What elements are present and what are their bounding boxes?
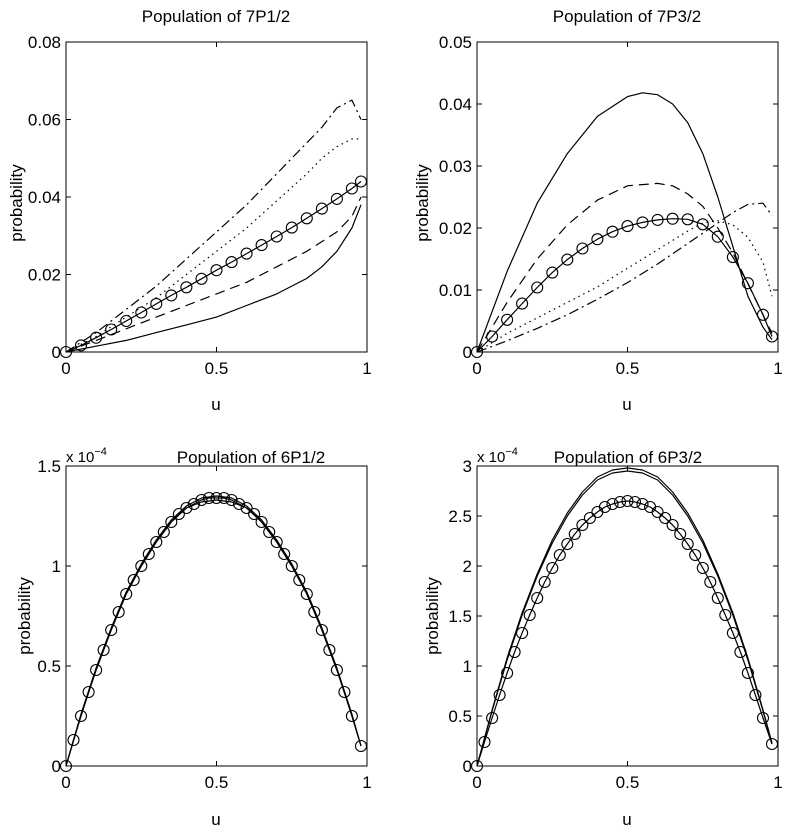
- panel-6p12-xtick-label: 0: [61, 773, 70, 792]
- figure: Population of 7P1/2 probability u 0 0.5 1 0…: [0, 0, 789, 830]
- panel-6p12: x 10−4 Population of 6P1/2 probability u…: [15, 446, 372, 829]
- panel-6p32-multiplier: x 10−4: [477, 446, 518, 466]
- panel-6p32-ytick-label: 3: [463, 457, 472, 476]
- panel-7p32-series-solid: [477, 93, 772, 352]
- panel-7p12-xtick-label: 0: [61, 359, 70, 378]
- panel-6p32-ytick-label: 2.5: [448, 507, 472, 526]
- panel-6p12-ytick-label: 1.5: [37, 457, 61, 476]
- panel-6p12-ylabel: probability: [15, 577, 34, 655]
- panel-6p12-multiplier: x 10−4: [66, 446, 107, 466]
- panel-7p12-ylabel: probability: [7, 164, 26, 242]
- panel-7p32-ytick-label: 0.02: [439, 219, 472, 238]
- panel-6p32-series-solid-b: [477, 468, 772, 766]
- panel-7p12-xtick-label: 1: [362, 359, 371, 378]
- panel-7p32: Population of 7P3/2 probability u 0 0.5 1 0…: [413, 7, 783, 414]
- panel-7p32-ytick-label: 0.05: [439, 33, 472, 52]
- panel-6p32-ytick-label: 1: [463, 657, 472, 676]
- panel-6p32-series-solid-a: [477, 471, 772, 766]
- panel-7p32-xtick-label: 0: [472, 359, 481, 378]
- panel-7p32-xtick-label: 0.5: [616, 359, 640, 378]
- panel-7p12-xlabel: u: [211, 395, 220, 414]
- panel-6p12-ytick-label: 0.5: [37, 657, 61, 676]
- panel-6p12-xtick-label: 1: [362, 773, 371, 792]
- panel-6p12-title: Population of 6P1/2: [177, 448, 325, 467]
- panel-7p12-ytick-label: 0: [52, 343, 61, 362]
- panel-7p32-series-dashed: [477, 183, 772, 352]
- panel-7p12-frame: [66, 42, 367, 352]
- panel-6p12-xlabel: u: [211, 810, 220, 829]
- panel-7p32-ytick-label: 0.03: [439, 157, 472, 176]
- panel-7p32-frame: [477, 42, 778, 352]
- panel-7p32-xtick-label: 1: [773, 359, 782, 378]
- panel-7p12-ytick-label: 0.04: [28, 188, 61, 207]
- panel-7p32-xlabel: u: [622, 395, 631, 414]
- panel-7p12-ytick-label: 0.08: [28, 33, 61, 52]
- panel-7p32-ytick-label: 0.04: [439, 95, 472, 114]
- panel-7p12-title: Population of 7P1/2: [142, 7, 290, 26]
- panel-6p32-multiplier-exp: −4: [505, 446, 518, 458]
- panel-6p32-ytick-label: 2: [463, 557, 472, 576]
- panel-6p32-title: Population of 6P3/2: [554, 448, 702, 467]
- panel-6p32-xlabel: u: [622, 810, 631, 829]
- panel-7p12: Population of 7P1/2 probability u 0 0.5 1 0…: [7, 7, 372, 414]
- panel-6p32-xtick-label: 0: [472, 773, 481, 792]
- panel-6p12-multiplier-base: x 10: [66, 449, 94, 466]
- panel-6p32: x 10−4 Population of 6P3/2 probability u…: [423, 446, 783, 829]
- panel-7p12-series-dashdot: [66, 100, 361, 352]
- panel-7p32-series-dashdot: [477, 203, 772, 352]
- panel-6p12-ytick-label: 0: [52, 757, 61, 776]
- panel-6p32-ytick-label: 0.5: [448, 707, 472, 726]
- panel-6p32-ytick-label: 1.5: [448, 607, 472, 626]
- panel-6p32-ylabel: probability: [423, 577, 442, 655]
- panel-7p12-ytick-label: 0.06: [28, 111, 61, 130]
- panel-6p32-multiplier-base: x 10: [477, 449, 505, 466]
- panel-6p32-ytick-label: 0: [463, 757, 472, 776]
- panel-7p12-ytick-label: 0.02: [28, 266, 61, 285]
- panel-6p12-xtick-label: 0.5: [205, 773, 229, 792]
- panel-7p32-title: Population of 7P3/2: [553, 7, 701, 26]
- panel-7p32-ylabel: probability: [413, 164, 432, 242]
- panel-6p32-xtick-label: 0.5: [616, 773, 640, 792]
- panel-6p12-multiplier-exp: −4: [94, 446, 107, 458]
- panel-7p12-xtick-label: 0.5: [205, 359, 229, 378]
- panel-6p12-ytick-label: 1: [52, 557, 61, 576]
- panel-7p32-ytick-label: 0: [463, 343, 472, 362]
- panel-6p12-frame: [66, 466, 367, 766]
- panel-7p32-ytick-label: 0.01: [439, 281, 472, 300]
- panel-6p32-xtick-label: 1: [773, 773, 782, 792]
